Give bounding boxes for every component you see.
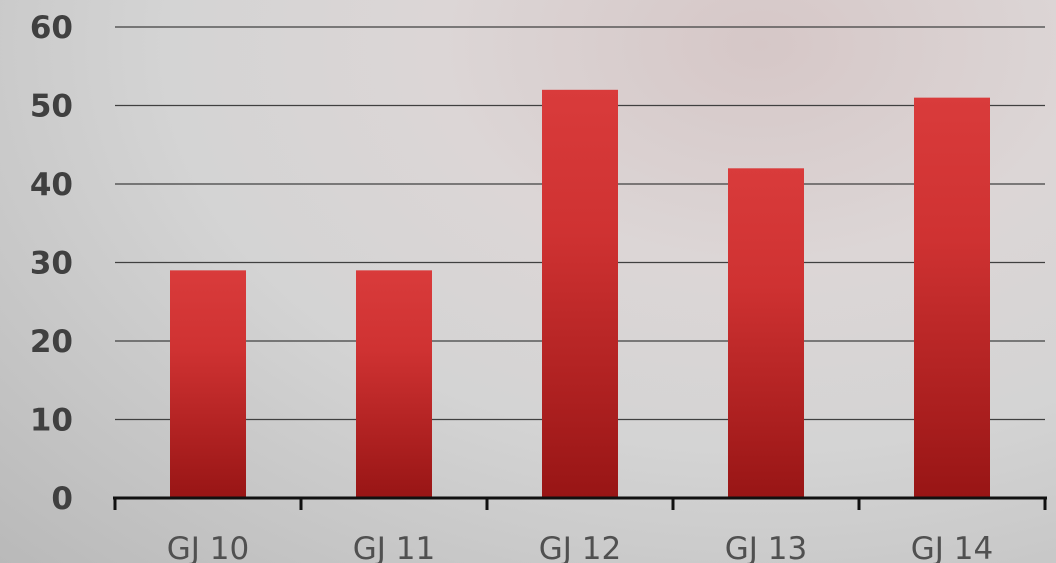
y-tick-label: 40 xyxy=(30,167,73,203)
y-tick-label: 0 xyxy=(51,481,73,517)
x-tick-label: GJ 12 xyxy=(539,531,621,563)
y-tick-labels: 0 10 20 30 40 50 60 xyxy=(30,10,73,517)
bars xyxy=(170,89,990,499)
y-tick-label: 50 xyxy=(30,89,73,125)
bar-gj-13 xyxy=(728,168,804,499)
y-tick-label: 20 xyxy=(30,324,73,360)
x-tick-label: GJ 13 xyxy=(725,531,807,563)
y-tick-label: 60 xyxy=(30,10,73,46)
bar-gj-10 xyxy=(170,270,246,498)
y-tick-label: 30 xyxy=(30,246,73,282)
y-tick-label: 10 xyxy=(30,403,73,439)
bar-gj-14 xyxy=(914,97,990,499)
x-tick-label: GJ 10 xyxy=(167,531,249,563)
x-tick-label: GJ 11 xyxy=(353,531,435,563)
x-axis xyxy=(113,496,1047,510)
x-tick-label: GJ 14 xyxy=(911,531,993,563)
x-tick-labels: GJ 10 GJ 11 GJ 12 GJ 13 GJ 14 xyxy=(167,531,993,563)
bar-gj-11 xyxy=(356,270,432,498)
bar-gj-12 xyxy=(542,89,618,499)
